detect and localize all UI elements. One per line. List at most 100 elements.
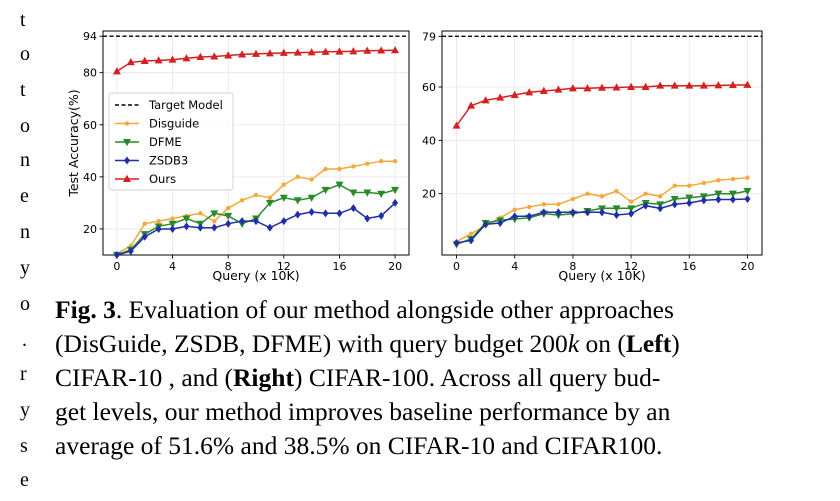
data-point <box>224 212 233 221</box>
data-point <box>570 196 576 202</box>
data-point <box>294 210 301 219</box>
data-point <box>628 199 634 204</box>
data-point <box>295 174 300 180</box>
data-point <box>482 220 489 229</box>
margin-fragment: n <box>20 149 30 171</box>
data-point <box>127 247 134 256</box>
data-point <box>321 186 330 195</box>
caption-line-3-text-b: ) CIFAR-100. Across all query bud- <box>293 363 661 392</box>
data-point <box>568 84 577 92</box>
x-axis-label: Query (x 10K) <box>212 268 299 283</box>
data-point <box>323 166 328 172</box>
data-point <box>467 101 476 109</box>
legend-entry: ZSDB3 <box>115 154 188 168</box>
data-point <box>656 81 665 89</box>
caption-line-2: (DisGuide, ZSDB, DFME) with query budget… <box>55 327 790 361</box>
data-point <box>743 80 752 88</box>
data-point <box>728 80 737 89</box>
data-point <box>182 215 191 223</box>
data-point <box>716 178 721 183</box>
series-disguide <box>454 175 750 244</box>
data-point <box>642 201 649 210</box>
data-point <box>728 190 737 198</box>
data-point <box>672 183 677 188</box>
caption-line-3-text-a: CIFAR-10 , and ( <box>55 363 234 392</box>
x-axis-label: Query (x 10K) <box>558 268 645 283</box>
data-point <box>142 221 147 226</box>
legend-entry: Target Model <box>115 98 223 112</box>
legend-label: Target Model <box>148 98 223 112</box>
data-point <box>584 208 591 217</box>
margin-fragment: t <box>20 79 26 101</box>
margin-fragment: e <box>20 185 29 207</box>
data-point <box>657 204 664 213</box>
data-point <box>210 210 219 218</box>
data-point <box>322 209 329 218</box>
caption-line-5: average of 51.6% and 38.5% on CIFAR-10 a… <box>55 431 663 460</box>
legend-entry: Disguide <box>115 117 199 131</box>
data-point <box>497 219 504 227</box>
data-point <box>126 58 135 66</box>
data-point <box>225 219 232 228</box>
data-point <box>687 183 692 188</box>
data-point <box>113 251 120 259</box>
data-point <box>392 198 399 207</box>
x-tick-label: 12 <box>624 260 638 273</box>
data-point <box>377 46 386 54</box>
margin-fragment: t <box>20 9 26 31</box>
data-point <box>614 188 619 194</box>
data-point <box>168 55 177 63</box>
data-point <box>212 218 217 224</box>
data-point <box>391 186 400 195</box>
data-point <box>583 84 592 92</box>
caption-line-4: get levels, our method improves baseline… <box>55 397 671 426</box>
data-point <box>293 48 302 56</box>
margin-fragment: o <box>20 115 30 137</box>
y-tick-label: 60 <box>422 81 436 94</box>
data-point <box>627 82 636 90</box>
x-tick-label: 8 <box>225 260 232 273</box>
data-point <box>377 190 386 198</box>
data-point <box>701 180 707 186</box>
data-point <box>238 50 247 58</box>
data-point <box>599 194 605 199</box>
data-point <box>266 223 273 232</box>
data-point <box>293 197 302 205</box>
data-point <box>154 56 163 64</box>
data-point <box>671 200 678 209</box>
data-point <box>700 196 707 205</box>
legend-label: Disguide <box>149 117 199 131</box>
data-point <box>365 161 370 167</box>
caption-right-label: Right <box>233 363 294 392</box>
y-tick-label: 79 <box>422 30 436 43</box>
series-zsdb3 <box>113 198 399 259</box>
data-point <box>378 159 384 164</box>
legend-entry: DFME <box>115 135 182 149</box>
x-tick-label: 20 <box>388 260 402 273</box>
data-point <box>540 208 547 217</box>
data-point <box>168 220 177 228</box>
data-point <box>196 52 205 61</box>
data-point <box>224 51 233 59</box>
data-point <box>510 90 519 98</box>
series-zsdb3 <box>453 195 751 247</box>
legend: Target Model Disguide DFME ZSDB3 Ours <box>108 92 234 191</box>
data-point <box>685 81 694 89</box>
data-point <box>337 166 342 172</box>
data-point <box>321 47 330 55</box>
data-point <box>112 67 121 75</box>
data-point <box>468 236 475 245</box>
x-tick-label: 20 <box>740 260 754 273</box>
data-point <box>364 214 371 223</box>
margin-fragment: y <box>20 399 30 421</box>
data-point <box>349 47 358 55</box>
data-point <box>335 47 344 55</box>
data-point <box>265 49 274 57</box>
data-point <box>585 191 590 196</box>
margin-fragment: y <box>20 257 30 279</box>
data-point <box>743 188 752 196</box>
data-point <box>628 209 635 218</box>
plot-frame <box>441 30 763 256</box>
data-point <box>554 85 563 93</box>
